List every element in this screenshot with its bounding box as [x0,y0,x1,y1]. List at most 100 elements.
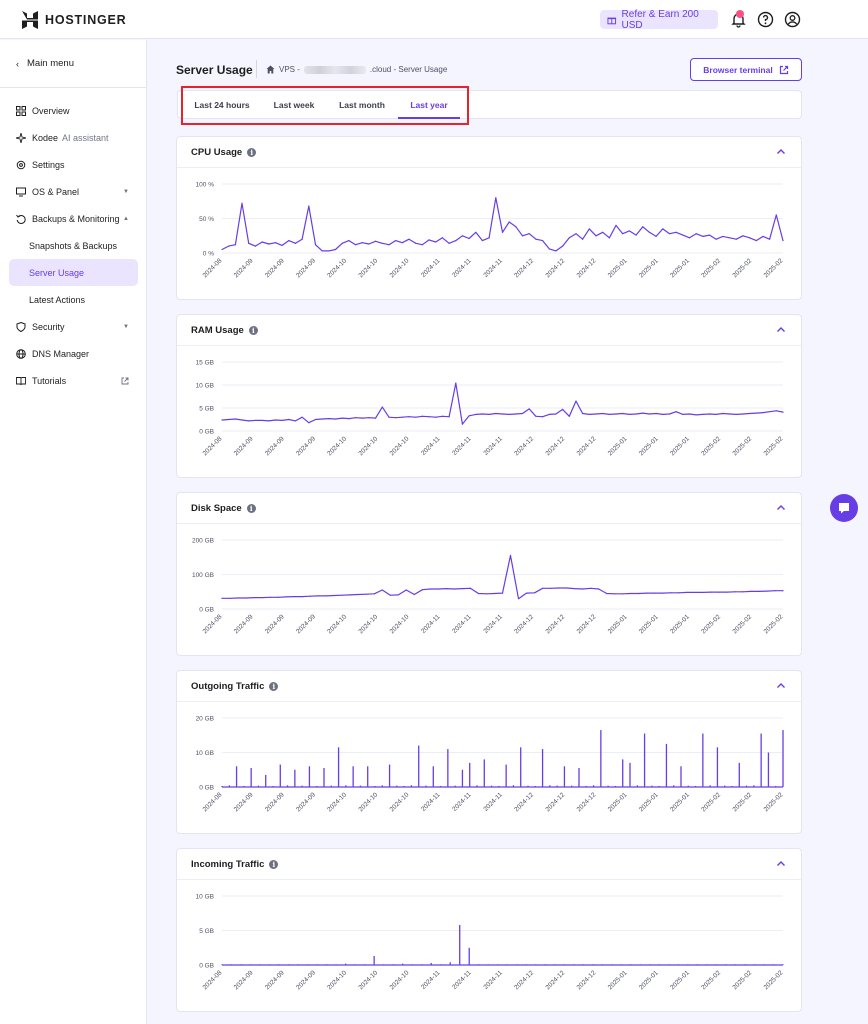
data-point [722,235,724,238]
data-point [488,413,490,416]
info-icon[interactable]: i [269,682,279,691]
grid-icon [16,105,26,116]
data-point [421,589,423,591]
data-point [588,228,590,230]
x-tick-label: 2025-01 [638,257,660,279]
data-point [254,245,256,247]
sidebar-item-server-usage[interactable]: Server Usage [9,259,138,286]
data-point [435,241,437,243]
data-point [301,595,303,598]
chevron-up-icon[interactable] [775,858,787,870]
data-point [348,239,350,242]
x-tick-label: 2024-11 [420,791,442,813]
x-tick-label: 2024-11 [420,613,442,635]
data-point [388,244,390,246]
data-point [421,415,423,417]
sidebar-item-dns-manager[interactable]: DNS Manager [9,340,138,367]
x-tick-label: 2024-09 [264,613,286,635]
x-tick-label: 2024-10 [357,969,379,991]
x-tick-label: 2024-11 [451,257,473,279]
data-point [682,413,684,416]
sidebar-item-overview[interactable]: Overview [9,97,138,124]
card-title-text: CPU Usage [191,147,243,158]
breadcrumb-vps[interactable]: VPS - [279,65,300,74]
data-point [662,228,664,230]
data-point [269,596,271,598]
card-title: RAM Usage i [191,325,258,336]
chat-button[interactable] [830,494,858,522]
data-point [368,243,370,245]
info-icon[interactable]: i [269,860,279,869]
sparkle-icon [16,132,26,143]
data-point [775,410,777,412]
data-point [288,418,290,421]
sidebar-item-tutorials[interactable]: Tutorials [9,367,138,394]
data-point [237,597,239,599]
data-point [662,592,664,594]
data-point [228,418,230,421]
data-point [293,595,295,598]
sidebar-item-security[interactable]: Security ▼ [9,313,138,340]
x-tick-label: 2025-02 [700,791,722,813]
sidebar-item-latest-actions[interactable]: Latest Actions [9,286,138,313]
sidebar-item-backups-monitoring[interactable]: Backups & Monitoring ▲ [9,205,138,232]
x-tick-label: 2024-10 [389,791,411,813]
main-menu-label: Main menu [27,58,74,69]
chevron-up-icon[interactable] [775,324,787,336]
main-menu-link[interactable]: ‹ Main menu [16,58,74,69]
tab-last-month[interactable]: Last month [339,100,385,110]
home-icon[interactable] [266,65,275,74]
x-tick-label: 2025-01 [607,969,629,991]
x-tick-label: 2025-02 [763,791,785,813]
info-icon[interactable]: i [248,326,258,335]
data-point [354,244,357,246]
data-point [758,590,760,593]
data-point [308,422,310,424]
chevron-up-icon[interactable] [775,680,787,692]
x-tick-label: 2024-09 [233,969,255,991]
tab-last-24-hours[interactable]: Last 24 hours [194,100,250,110]
data-point [548,248,550,250]
data-point [782,411,784,413]
data-point [535,415,537,417]
data-point [735,238,737,240]
tab-last-year[interactable]: Last year [398,91,460,119]
data-point [461,588,464,590]
data-point [615,224,617,226]
sidebar-item-settings[interactable]: Settings [9,151,138,178]
info-icon[interactable]: i [247,148,257,157]
data-point [702,413,704,416]
account-icon[interactable] [784,11,801,28]
data-point [642,412,644,414]
data-point [349,594,351,596]
data-point [248,242,250,244]
data-point [261,419,263,422]
info-icon[interactable]: i [246,504,256,513]
x-tick-label: 2025-01 [669,969,691,991]
data-point [568,415,570,417]
data-point [702,235,704,238]
refer-earn-button[interactable]: Refer & Earn 200 USD [600,9,718,31]
x-tick-label: 2025-02 [763,969,785,991]
help-icon[interactable] [757,11,774,28]
x-tick-label: 2024-09 [295,969,317,991]
data-point [508,413,510,416]
hostinger-logo[interactable]: HOSTINGER [22,11,127,29]
browser-terminal-button[interactable]: Browser terminal [690,58,802,81]
sidebar-item-kodee[interactable]: Kodee AI assistant [9,124,138,151]
sidebar-item-os-panel[interactable]: OS & Panel ▼ [9,178,138,205]
data-point [508,221,510,223]
data-point [308,205,310,207]
chevron-up-icon[interactable] [775,146,787,158]
x-tick-label: 2025-02 [700,435,722,457]
data-point [517,598,520,600]
sidebar-item-label: Settings [32,159,65,170]
sidebar-item-snapshots-backups[interactable]: Snapshots & Backups [9,232,138,259]
tab-last-week[interactable]: Last week [273,100,315,110]
card-header: Outgoing Traffic i [177,671,801,702]
data-point [654,592,656,594]
card-title-text: Outgoing Traffic [191,681,265,692]
x-tick-label: 2024-12 [544,969,566,991]
chevron-up-icon[interactable] [775,502,787,514]
